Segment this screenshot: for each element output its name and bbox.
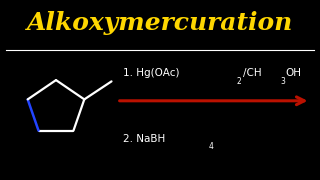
Text: 4: 4: [209, 142, 214, 151]
Text: 2. NaBH: 2. NaBH: [123, 134, 165, 144]
Text: 3: 3: [280, 76, 285, 86]
Text: OH: OH: [286, 68, 302, 78]
Text: Alkoxymercuration: Alkoxymercuration: [27, 11, 293, 35]
Text: /CH: /CH: [243, 68, 262, 78]
Text: 2: 2: [237, 76, 242, 86]
Text: 1. Hg(OAc): 1. Hg(OAc): [123, 68, 180, 78]
